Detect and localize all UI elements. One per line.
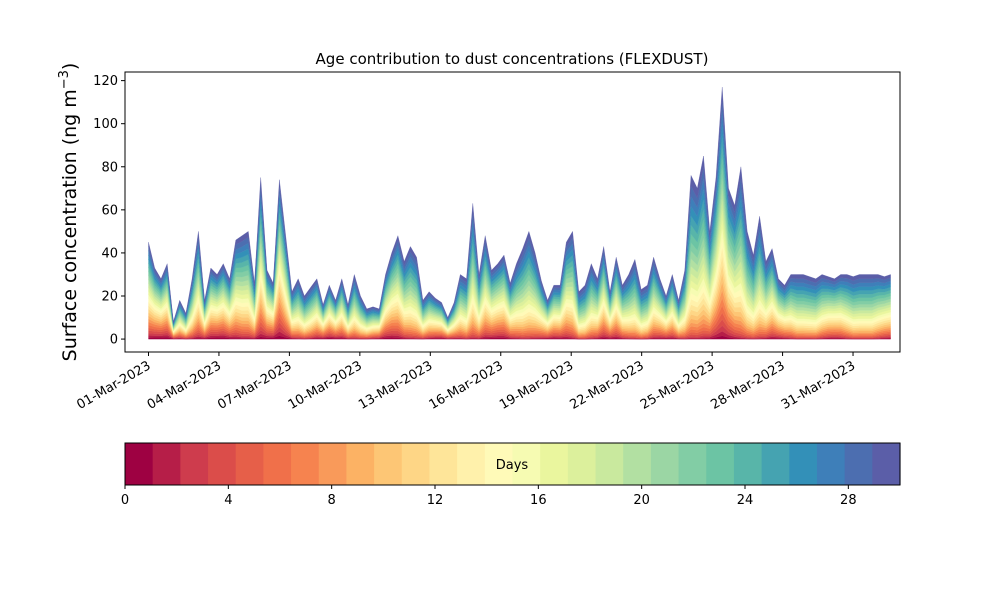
colorbar-segment (125, 443, 154, 485)
y-axis-label-superscript: −3 (57, 70, 72, 89)
colorbar-tick-label: 28 (840, 493, 857, 508)
colorbar-segment (401, 443, 431, 485)
colorbar (124, 442, 901, 486)
y-axis-label-close: ) (59, 63, 81, 70)
colorbar-segment (152, 443, 181, 485)
plot-frame (124, 71, 901, 353)
colorbar-segment (291, 443, 320, 485)
colorbar-segment (208, 443, 237, 485)
colorbar-segment (678, 443, 707, 485)
colorbar-segment (623, 443, 652, 485)
colorbar-segment (457, 443, 486, 485)
colorbar-tick-label: 20 (633, 493, 650, 508)
colorbar-segment (512, 443, 541, 485)
colorbar-segment (318, 443, 348, 485)
colorbar-segment (733, 443, 763, 485)
y-axis: 0 20 40 60 80 100 120 (93, 74, 125, 348)
y-tick-label: 100 (93, 117, 118, 132)
stacked-area-layers (148, 87, 891, 340)
colorbar-tick-label: 16 (530, 493, 547, 508)
colorbar-segment (263, 443, 292, 485)
colorbar-segment (429, 443, 458, 485)
colorbar-segment (346, 443, 375, 485)
colorbar-segment (872, 443, 901, 485)
y-tick-label: 80 (101, 160, 118, 175)
colorbar-label: Days (496, 458, 529, 473)
colorbar-segment (844, 443, 873, 485)
y-tick-label: 0 (110, 333, 118, 348)
y-tick-label: 60 (101, 203, 118, 218)
colorbar-segment (540, 443, 569, 485)
y-tick-label: 40 (101, 246, 118, 261)
colorbar-frame (124, 442, 901, 486)
colorbar-segment (180, 443, 209, 485)
colorbar-tick-label: 24 (737, 493, 754, 508)
colorbar-segment (235, 443, 264, 485)
y-tick-label: 120 (93, 74, 118, 89)
colorbar-segment (650, 443, 680, 485)
colorbar-tick-label: 8 (328, 493, 336, 508)
area-layer-day-27 (148, 87, 891, 323)
colorbar-tick-label: 0 (121, 493, 129, 508)
chart-title: Age contribution to dust concentrations … (316, 50, 709, 68)
y-axis-label: Surface concentration (ng m−3) (57, 63, 81, 362)
colorbar-segment (816, 443, 846, 485)
colorbar-segment (374, 443, 403, 485)
colorbar-segment (484, 443, 514, 485)
colorbar-segment (567, 443, 597, 485)
y-tick-label: 20 (101, 290, 118, 305)
colorbar-segment (761, 443, 790, 485)
colorbar-tick-label: 12 (427, 493, 444, 508)
colorbar-ticks: 0 4 8 12 16 20 24 28 (121, 485, 857, 508)
colorbar-segment (789, 443, 818, 485)
colorbar-segment (706, 443, 735, 485)
colorbar-tick-label: 4 (224, 493, 232, 508)
colorbar-segment (595, 443, 624, 485)
y-axis-label-text: Surface concentration (ng m (59, 89, 81, 361)
